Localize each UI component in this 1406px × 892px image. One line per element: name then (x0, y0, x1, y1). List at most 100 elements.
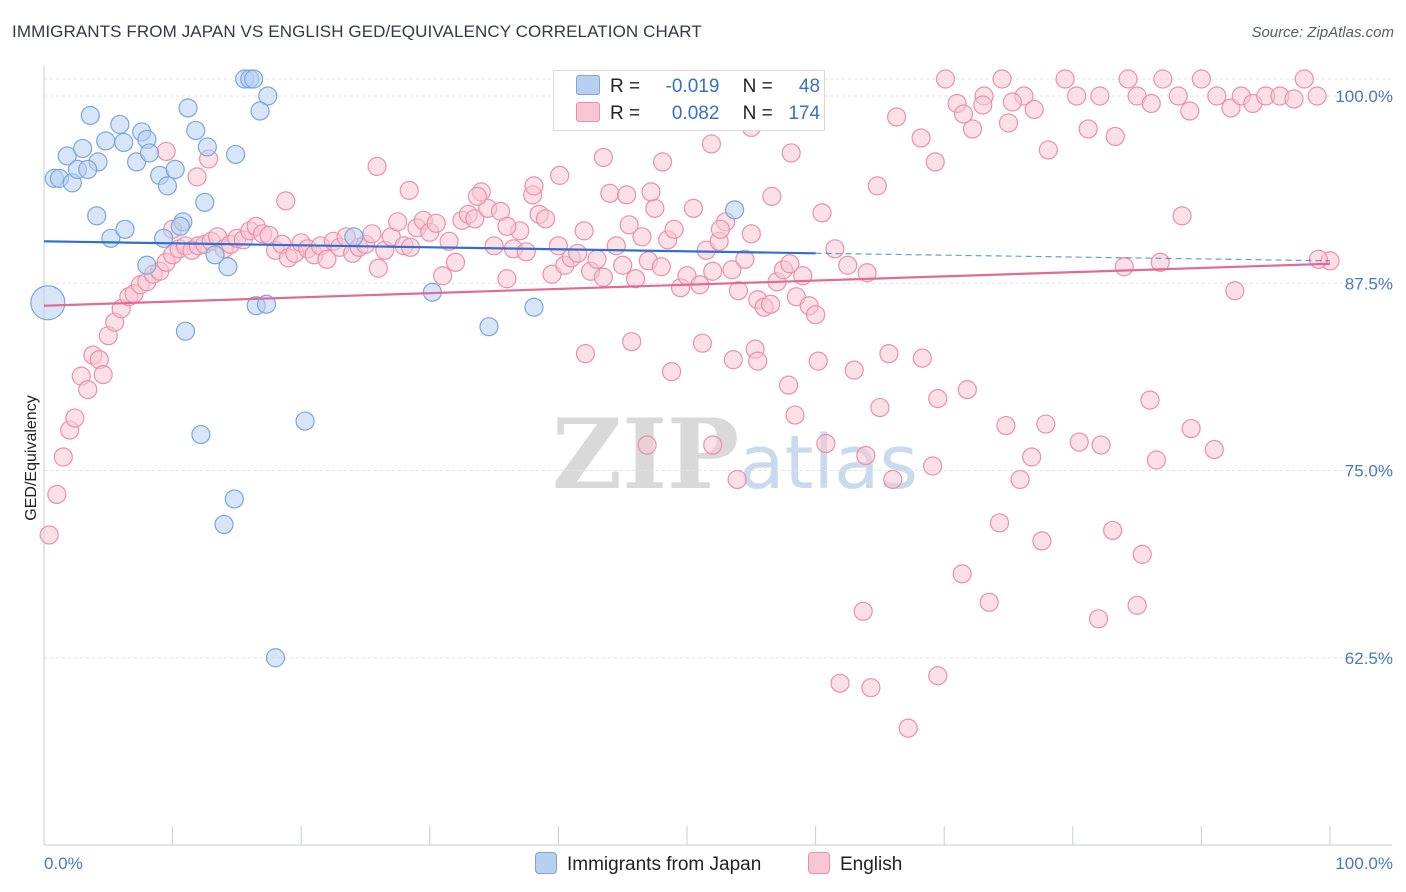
japan-point (344, 227, 364, 247)
english-point (645, 198, 665, 218)
english-point (187, 167, 207, 187)
english-point (856, 445, 876, 466)
japan-point (78, 159, 98, 180)
english-point (1024, 99, 1044, 120)
bottom-legend-english[interactable]: English (808, 852, 902, 876)
english-point (317, 249, 337, 269)
english-point (928, 666, 948, 686)
english-point (1225, 281, 1245, 301)
english-point (853, 601, 873, 621)
english-point (1307, 86, 1327, 106)
english-point (703, 435, 723, 455)
english-point (156, 141, 176, 162)
chart-title: IMMIGRANTS FROM JAPAN VS ENGLISH GED/EQU… (12, 22, 702, 41)
english-point (825, 239, 845, 259)
english-point (857, 263, 877, 283)
english-point (1010, 469, 1030, 490)
legend-row-english: R = 0.082 N = 174 (576, 102, 820, 128)
y-tick-label: 62.5% (1345, 649, 1393, 668)
english-point (465, 209, 485, 229)
english-point (1069, 432, 1089, 452)
english-point (1032, 531, 1052, 551)
english-point (619, 215, 639, 235)
english-point (664, 219, 684, 239)
english-point (47, 484, 67, 505)
english-point (587, 249, 607, 269)
english-point (923, 456, 943, 476)
english-point (861, 678, 881, 698)
english-point (399, 180, 419, 200)
legend-row-japan: R = -0.019 N = 48 (576, 75, 820, 101)
english-point (497, 269, 517, 289)
english-point (780, 254, 800, 274)
english-point (957, 380, 977, 400)
english-point (1036, 414, 1056, 434)
japan-point (191, 424, 211, 445)
japan-point (479, 317, 499, 337)
source-label: Source: ZipAtlas.com (1251, 24, 1394, 41)
japan-point (30, 285, 66, 321)
english-point (838, 255, 858, 275)
japan-point (218, 257, 238, 277)
legend-n-value: 48 (798, 76, 821, 97)
english-point (433, 266, 453, 286)
japan-point (137, 255, 157, 275)
english-point (625, 269, 646, 289)
japan-point (110, 114, 130, 135)
legend-n-label: N = (742, 103, 773, 124)
japan-point (57, 146, 77, 166)
axis-labels: 100.0% 87.5% 75.0% 62.5% 0.0% 100.0% GED/Equiv… (23, 87, 1393, 873)
english-point (912, 348, 932, 368)
english-point (735, 249, 755, 269)
english-point (1141, 93, 1161, 114)
english-point (1055, 69, 1075, 89)
english-point (1207, 86, 1227, 106)
english-point (1153, 69, 1173, 89)
english-point (741, 224, 761, 244)
english-point (781, 143, 801, 163)
y-tick-label: 100.0% (1335, 87, 1393, 106)
english-point (1118, 69, 1138, 89)
japan-point (295, 411, 315, 431)
japan-point (72, 138, 93, 159)
japan-point (157, 176, 178, 196)
english-point (1168, 86, 1188, 106)
english-point (844, 360, 864, 380)
english-point (1090, 86, 1110, 106)
stats-legend: R = -0.019 N = 48 R = 0.082 N = 174 (553, 70, 825, 131)
english-point (867, 176, 887, 196)
english-point (1181, 418, 1201, 439)
english-point (1191, 69, 1212, 89)
legend-r-value: -0.019 (665, 76, 720, 97)
english-point (1172, 206, 1192, 226)
x-tick-label: 100.0% (1335, 854, 1393, 873)
english-point (1103, 520, 1123, 541)
japan-point (96, 131, 116, 151)
japan-point (256, 294, 277, 314)
watermark: ZIPatlas (552, 398, 918, 511)
english-point (550, 165, 570, 185)
english-point (723, 350, 743, 370)
english-point (535, 209, 556, 229)
japan-point (170, 216, 190, 236)
english-point (1105, 126, 1125, 147)
japan-point (205, 245, 225, 265)
english-point (952, 564, 972, 584)
japan-point (265, 648, 286, 668)
english-point (467, 186, 487, 206)
english-point (616, 185, 637, 205)
english-point (1284, 89, 1304, 109)
english-point (1294, 69, 1314, 89)
legend-swatch-english (576, 102, 600, 122)
english-point (935, 69, 956, 89)
english-point (1088, 609, 1109, 629)
english-point (962, 119, 983, 139)
bottom-legend-japan[interactable]: Immigrants from Japan (535, 852, 761, 876)
y-tick-label: 87.5% (1345, 274, 1393, 293)
axes (43, 66, 1392, 846)
english-point (1022, 447, 1042, 467)
japan-point (244, 69, 264, 89)
english-point (93, 365, 113, 385)
japan-point (186, 120, 206, 141)
english-point (953, 104, 974, 124)
